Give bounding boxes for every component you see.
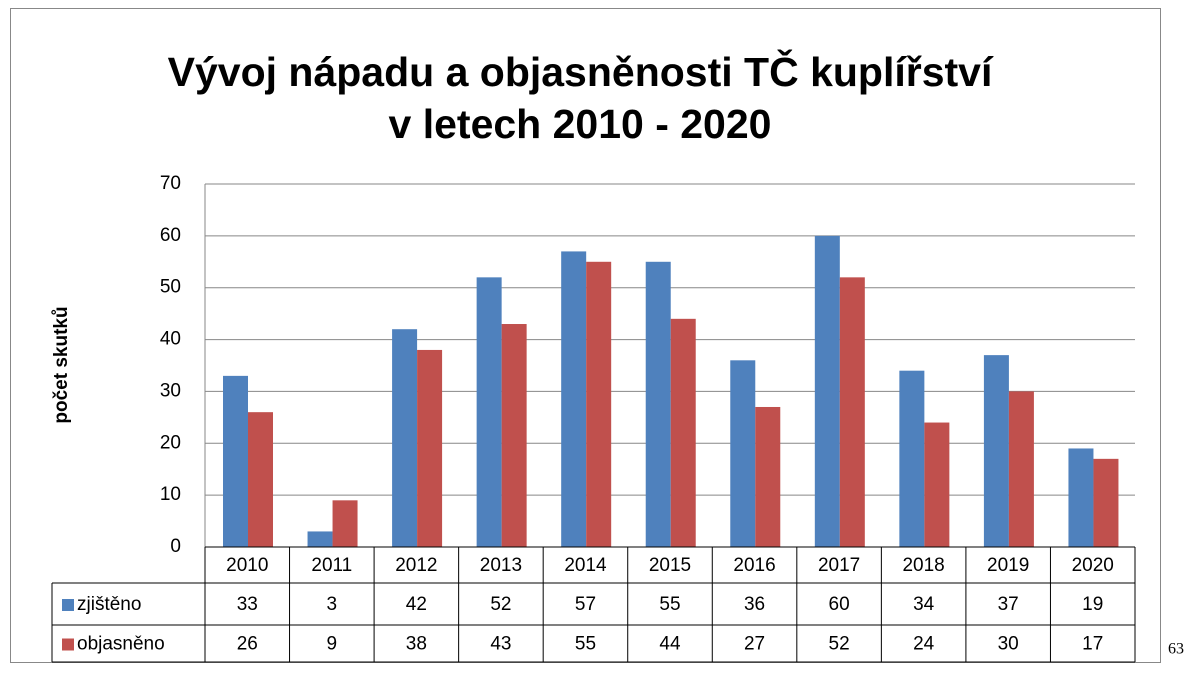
table-cell: 36	[744, 594, 765, 615]
x-tick-label: 2020	[1072, 555, 1114, 576]
y-axis-label: počet skutků	[51, 306, 72, 423]
page-number: 63	[1168, 641, 1184, 658]
table-cell: 42	[406, 594, 427, 615]
table-cell: 26	[237, 634, 258, 655]
table-cell: 57	[575, 594, 596, 615]
table-cell: 37	[998, 594, 1019, 615]
chart-subtitle: v letech 2010 - 2020	[389, 101, 772, 147]
y-tick-label: 20	[160, 432, 181, 453]
table-cell: 17	[1082, 634, 1103, 655]
table-cell: 9	[327, 634, 338, 655]
x-tick-label: 2014	[564, 555, 607, 576]
bar	[839, 277, 865, 547]
bar	[223, 375, 248, 547]
bar	[332, 500, 358, 547]
bar	[814, 235, 840, 547]
bar	[248, 412, 273, 547]
bar	[417, 349, 443, 547]
table-cell: 30	[998, 634, 1019, 655]
table-cell: 3	[327, 594, 338, 615]
legend-label: objasněno	[77, 634, 165, 655]
x-tick-label: 2015	[649, 555, 691, 576]
bar	[586, 261, 612, 547]
table-cell: 24	[913, 634, 935, 655]
x-tick-label: 2019	[987, 555, 1029, 576]
table-cell: 60	[829, 594, 850, 615]
table-cell: 33	[237, 594, 258, 615]
legend-label: zjištěno	[77, 594, 141, 615]
y-tick-label: 50	[160, 277, 181, 298]
bar	[899, 370, 925, 547]
table-cell: 27	[744, 634, 765, 655]
table-cell: 55	[659, 594, 680, 615]
bar	[645, 261, 671, 547]
y-tick-label: 70	[160, 173, 181, 194]
table-cell: 44	[659, 634, 681, 655]
bar	[670, 318, 696, 547]
x-tick-label: 2012	[395, 555, 437, 576]
bar	[476, 277, 502, 547]
bar	[392, 329, 418, 547]
x-tick-label: 2017	[818, 555, 860, 576]
x-tick-label: 2011	[311, 555, 352, 576]
bar	[983, 355, 1009, 547]
bar	[1068, 448, 1094, 547]
bar	[924, 422, 950, 547]
table-cell: 52	[490, 594, 511, 615]
x-tick-label: 2010	[226, 555, 268, 576]
table-cell: 55	[575, 634, 596, 655]
table-cell: 38	[406, 634, 427, 655]
bar	[1093, 458, 1119, 547]
bar	[755, 406, 781, 547]
x-tick-label: 2013	[480, 555, 522, 576]
chart-title: Vývoj nápadu a objasněnosti TČ kuplířstv…	[168, 49, 994, 95]
table-cell: 34	[913, 594, 935, 615]
y-tick-label: 30	[160, 380, 181, 401]
x-tick-label: 2018	[902, 555, 944, 576]
bar	[730, 360, 756, 547]
bar	[307, 531, 333, 547]
bar	[561, 251, 587, 547]
table-cell: 43	[490, 634, 511, 655]
table-cell: 19	[1082, 594, 1103, 615]
y-tick-label: 40	[160, 329, 181, 350]
legend-swatch	[62, 638, 74, 651]
y-tick-label: 10	[160, 484, 181, 505]
y-tick-label: 0	[170, 536, 181, 557]
table-cell: 52	[829, 634, 850, 655]
y-tick-label: 60	[160, 225, 181, 246]
bar	[501, 324, 527, 547]
x-tick-label: 2016	[733, 555, 775, 576]
legend-swatch	[62, 599, 74, 611]
bar	[1008, 391, 1034, 547]
